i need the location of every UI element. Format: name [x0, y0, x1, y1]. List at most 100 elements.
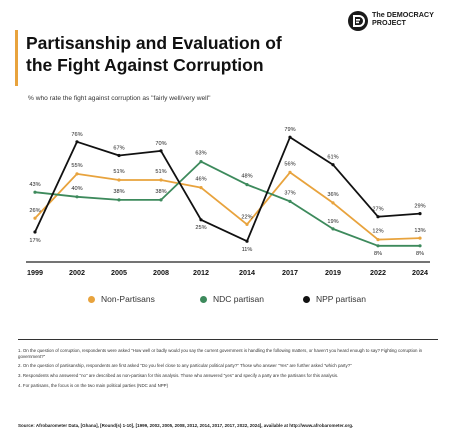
x-tick-label-2019: 2019 [325, 268, 341, 277]
data-label-npp-partisan-2017: 79% [284, 127, 295, 133]
data-point-non-partisans-1999 [33, 216, 37, 220]
data-label-ndc-partisan-2014: 48% [241, 174, 252, 180]
data-label-npp-partisan-1999: 17% [29, 238, 40, 244]
data-label-npp-partisan-2024: 29% [414, 204, 425, 210]
data-point-ndc-partisan-2008 [159, 198, 163, 202]
series-line-npp-partisan [34, 136, 421, 243]
logo-line-1: The DEMOCRACY [372, 10, 434, 19]
data-point-non-partisans-2024 [418, 236, 422, 240]
legend-item-npp-partisan: NPP partisan [303, 294, 366, 304]
data-label-non-partisans-2014: 22% [241, 214, 252, 220]
data-point-non-partisans-2014 [245, 222, 249, 226]
data-point-non-partisans-2008 [159, 178, 163, 182]
legend-swatch-npp-partisan [303, 295, 310, 303]
data-label-npp-partisan-2005: 67% [113, 146, 124, 152]
x-tick-label-2008: 2008 [153, 268, 169, 277]
data-point-ndc-partisan-2005 [117, 198, 121, 202]
data-point-non-partisans-2017 [288, 170, 292, 174]
data-label-non-partisans-2024: 13% [414, 228, 425, 234]
x-tick-label-2017: 2017 [282, 268, 298, 277]
chart-subtitle: % who rate the fight against corruption … [28, 95, 211, 102]
footnote-2: 2. On the question of partisanship, resp… [18, 363, 352, 369]
legend-swatch-ndc-partisan [200, 295, 207, 303]
data-point-non-partisans-2019 [331, 201, 335, 205]
data-label-non-partisans-2017: 56% [284, 161, 295, 167]
data-point-ndc-partisan-2019 [331, 227, 335, 231]
data-point-npp-partisan-2024 [418, 212, 422, 216]
x-tick-label-2024: 2024 [412, 268, 428, 277]
data-point-npp-partisan-2017 [288, 135, 292, 139]
data-label-ndc-partisan-2019: 19% [327, 219, 338, 225]
footnotes: 1. On the question of corruption, respon… [18, 348, 443, 393]
data-point-ndc-partisan-2012 [199, 160, 203, 164]
data-point-non-partisans-2002 [75, 172, 79, 176]
data-label-ndc-partisan-2022: 8% [374, 251, 382, 257]
title-accent-bar [15, 30, 18, 86]
data-point-npp-partisan-2008 [159, 149, 163, 153]
democracy-project-logo: The DEMOCRACY PROJECT [347, 9, 452, 35]
legend-label-ndc-partisan: NDC partisan [213, 294, 265, 304]
data-point-npp-partisan-2014 [245, 239, 249, 243]
data-point-npp-partisan-1999 [33, 230, 37, 234]
data-label-ndc-partisan-2017: 37% [284, 190, 295, 196]
legend-label-npp-partisan: NPP partisan [316, 294, 366, 304]
data-point-ndc-partisan-2022 [376, 244, 380, 248]
series-line-ndc-partisan [34, 160, 420, 247]
data-label-non-partisans-2008: 51% [155, 169, 166, 175]
data-point-non-partisans-2005 [117, 178, 121, 182]
footnote-1: 1. On the question of corruption, respon… [18, 348, 423, 359]
data-point-non-partisans-2022 [376, 238, 380, 242]
data-point-ndc-partisan-2024 [418, 244, 422, 248]
data-label-ndc-partisan-2005: 38% [113, 189, 124, 195]
data-point-ndc-partisan-2014 [245, 183, 249, 187]
source-note: Source: Afrobarometer Data, [Ghana], [Ro… [18, 423, 354, 428]
series-line-non-partisans [34, 171, 421, 241]
data-label-ndc-partisan-1999: 43% [29, 182, 40, 188]
data-label-non-partisans-2012: 46% [195, 177, 206, 183]
data-point-npp-partisan-2005 [117, 153, 121, 158]
x-tick-label-2012: 2012 [193, 268, 209, 277]
x-tick-label-1999: 1999 [27, 268, 43, 277]
data-label-npp-partisan-2022: 27% [372, 207, 383, 213]
data-label-non-partisans-2022: 12% [372, 229, 383, 235]
data-label-ndc-partisan-2012: 63% [195, 151, 206, 157]
legend-item-non-partisans: Non-Partisans [88, 294, 155, 304]
x-tick-label-2014: 2014 [239, 268, 255, 277]
legend-swatch-non-partisans [88, 295, 95, 303]
data-point-npp-partisan-2002 [75, 140, 79, 144]
data-point-npp-partisan-2019 [331, 163, 335, 167]
data-label-ndc-partisan-2008: 38% [155, 189, 166, 195]
data-label-npp-partisan-2014: 11% [242, 247, 253, 253]
data-point-npp-partisan-2022 [376, 215, 380, 219]
data-label-non-partisans-2019: 36% [327, 192, 338, 198]
chart-legend: Non-Partisans NDC partisan NPP partisan [0, 289, 457, 309]
data-label-ndc-partisan-2002: 40% [71, 186, 82, 192]
legend-item-ndc-partisan: NDC partisan [200, 294, 264, 304]
data-label-npp-partisan-2012: 25% [195, 225, 206, 231]
data-point-non-partisans-2012 [199, 186, 203, 190]
data-label-non-partisans-2005: 51% [113, 169, 124, 175]
line-chart: 1999 2002 2005 2008 2012 2014 2017 2019 2022 2024… [26, 127, 430, 277]
data-point-npp-partisan-2012 [199, 218, 203, 222]
footnote-3: 3. Respondents who answered "no" are des… [18, 373, 339, 379]
x-tick-label-2005: 2005 [111, 268, 127, 277]
x-tick-label-2002: 2002 [69, 268, 85, 277]
logo-line-2: PROJECT [372, 18, 406, 28]
data-point-ndc-partisan-2017 [288, 199, 292, 203]
page-title: Partisanship and Evaluation of the Fight… [26, 32, 326, 76]
data-point-ndc-partisan-1999 [33, 190, 37, 194]
legend-label-non-partisans: Non-Partisans [101, 294, 155, 304]
x-tick-label-2022: 2022 [370, 268, 386, 277]
data-label-non-partisans-1999: 26% [29, 208, 40, 214]
notes-divider [18, 339, 438, 341]
data-label-non-partisans-2002: 55% [71, 163, 82, 169]
logo-text: The DEMOCRACY PROJECT [372, 10, 434, 28]
title-line-1: Partisanship and Evaluation of [26, 33, 282, 53]
logo-mark-icon [348, 11, 368, 31]
data-label-ndc-partisan-2024: 8% [416, 251, 424, 257]
title-line-2: the Fight Against Corruption [26, 55, 264, 75]
data-label-npp-partisan-2008: 70% [155, 141, 166, 147]
data-point-ndc-partisan-2002 [75, 195, 79, 199]
footnote-4: 4. For partisans, the focus is on the tw… [18, 382, 169, 388]
data-label-npp-partisan-2019: 61% [327, 155, 338, 161]
